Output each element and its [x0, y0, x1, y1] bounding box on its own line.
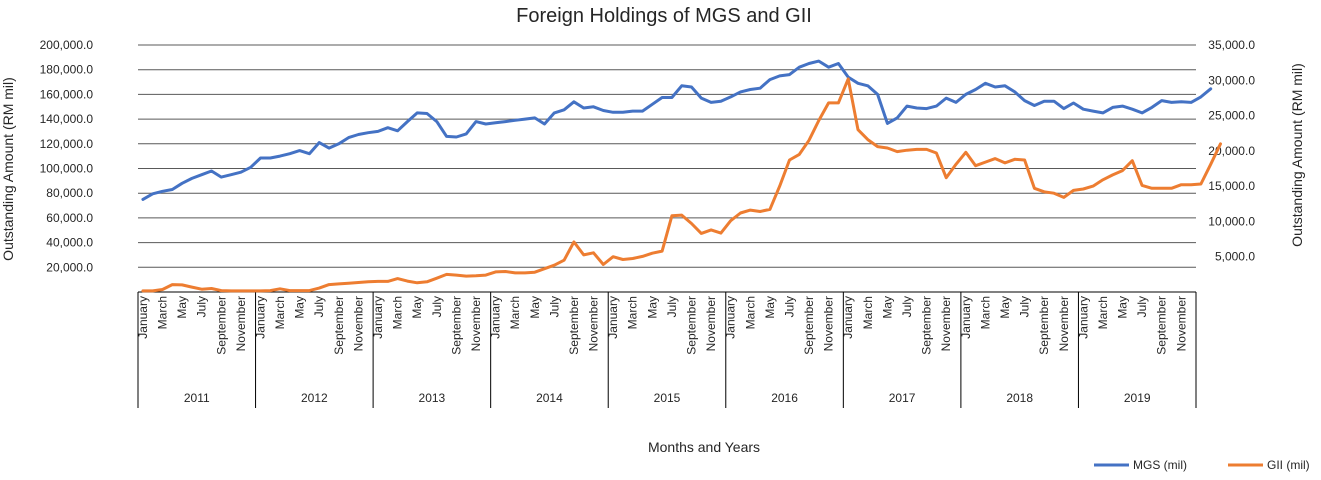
month-label: November [1174, 296, 1188, 351]
chart-title: Foreign Holdings of MGS and GII [516, 5, 812, 27]
year-label: 2017 [889, 391, 916, 405]
month-label: January [841, 296, 855, 339]
left-tick-label: 40,000.0 [46, 236, 93, 250]
legend: MGS (mil) GII (mil) [1094, 458, 1310, 472]
left-tick-label: 120,000.0 [40, 137, 94, 151]
year-label: 2011 [184, 391, 210, 405]
month-label: November [469, 296, 483, 351]
month-label: July [547, 296, 561, 317]
left-axis-ticks: 20,000.0 40,000.0 60,000.0 80,000.0 100,000.… [40, 38, 94, 274]
month-label: July [1018, 296, 1032, 317]
left-tick-label: 20,000.0 [46, 260, 93, 274]
left-axis-title: Outstanding Amount (RM mil) [0, 77, 16, 261]
month-label: September [332, 296, 346, 355]
month-label: May [1116, 296, 1130, 319]
category-axis: January March May July September November 2011… [136, 291, 1197, 408]
gii-mil-legend-label: GII (mil) [1267, 458, 1310, 472]
month-label: July [665, 296, 679, 317]
right-tick-label: 15,000.0 [1208, 179, 1255, 193]
month-label: January [1076, 296, 1090, 339]
month-label: September [567, 296, 581, 355]
month-label: July [312, 296, 326, 317]
year-label: 2012 [301, 391, 328, 405]
right-tick-label: 10,000.0 [1208, 214, 1255, 228]
month-label: November [351, 296, 365, 351]
left-tick-label: 160,000.0 [40, 87, 94, 101]
right-tick-label: 5,000.0 [1215, 250, 1255, 264]
month-label: November [939, 296, 953, 351]
left-tick-label: 80,000.0 [46, 186, 93, 200]
mgs-mil-series-line [141, 59, 1213, 201]
left-tick-label: 140,000.0 [40, 112, 94, 126]
month-label: September [1155, 296, 1169, 355]
month-label: September [684, 296, 698, 355]
month-label: July [430, 296, 444, 317]
left-tick-label: 200,000.0 [40, 38, 94, 52]
month-label: November [704, 296, 718, 351]
x-axis-title: Months and Years [648, 439, 760, 455]
month-label: November [1057, 296, 1071, 351]
month-label: March [155, 296, 169, 329]
month-label: September [802, 296, 816, 355]
month-label: March [273, 296, 287, 329]
right-tick-label: 25,000.0 [1208, 109, 1255, 123]
year-label: 2015 [654, 391, 681, 405]
month-label: September [1037, 296, 1051, 355]
right-axis-ticks: 5,000.010,000.015,000.020,000.025,000.03… [1208, 38, 1255, 264]
month-label: March [1096, 296, 1110, 329]
year-label: 2013 [419, 391, 446, 405]
gii-mil-series-line [141, 77, 1222, 293]
right-tick-label: 35,000.0 [1208, 38, 1255, 52]
mgs-mil-legend-label: MGS (mil) [1133, 458, 1187, 472]
month-label: March [391, 296, 405, 329]
month-label: May [410, 296, 424, 319]
left-tick-label: 180,000.0 [40, 63, 94, 77]
month-label: May [175, 296, 189, 319]
month-label: March [861, 296, 875, 329]
month-label: May [528, 296, 542, 319]
month-label: November [234, 296, 248, 351]
year-label: 2014 [536, 391, 563, 405]
month-label: July [782, 296, 796, 317]
month-label: July [1135, 296, 1149, 317]
year-label: 2018 [1006, 391, 1033, 405]
month-label: March [508, 296, 522, 329]
month-label: September [214, 296, 228, 355]
month-label: May [998, 296, 1012, 319]
month-label: November [587, 296, 601, 351]
right-tick-label: 30,000.0 [1208, 73, 1255, 87]
month-label: July [900, 296, 914, 317]
year-label: 2016 [771, 391, 798, 405]
gridlines [138, 44, 1196, 268]
month-label: January [959, 296, 973, 339]
month-label: May [293, 296, 307, 319]
month-label: May [763, 296, 777, 319]
month-label: January [489, 296, 503, 339]
month-label: January [136, 296, 150, 339]
month-label: January [724, 296, 738, 339]
left-tick-label: 100,000.0 [40, 162, 94, 176]
year-label: 2019 [1124, 391, 1151, 405]
month-label: September [920, 296, 934, 355]
series-lines [141, 59, 1222, 293]
month-label: January [371, 296, 385, 339]
month-label: September [449, 296, 463, 355]
month-label: May [645, 296, 659, 319]
month-label: May [880, 296, 894, 319]
right-axis-title: Outstanding Amount (RM mil) [1289, 63, 1305, 247]
month-label: January [253, 296, 267, 339]
month-label: March [743, 296, 757, 329]
month-label: January [606, 296, 620, 339]
month-label: July [195, 296, 209, 317]
month-label: November [822, 296, 836, 351]
month-label: March [626, 296, 640, 329]
month-label: March [978, 296, 992, 329]
left-tick-label: 60,000.0 [46, 211, 93, 225]
